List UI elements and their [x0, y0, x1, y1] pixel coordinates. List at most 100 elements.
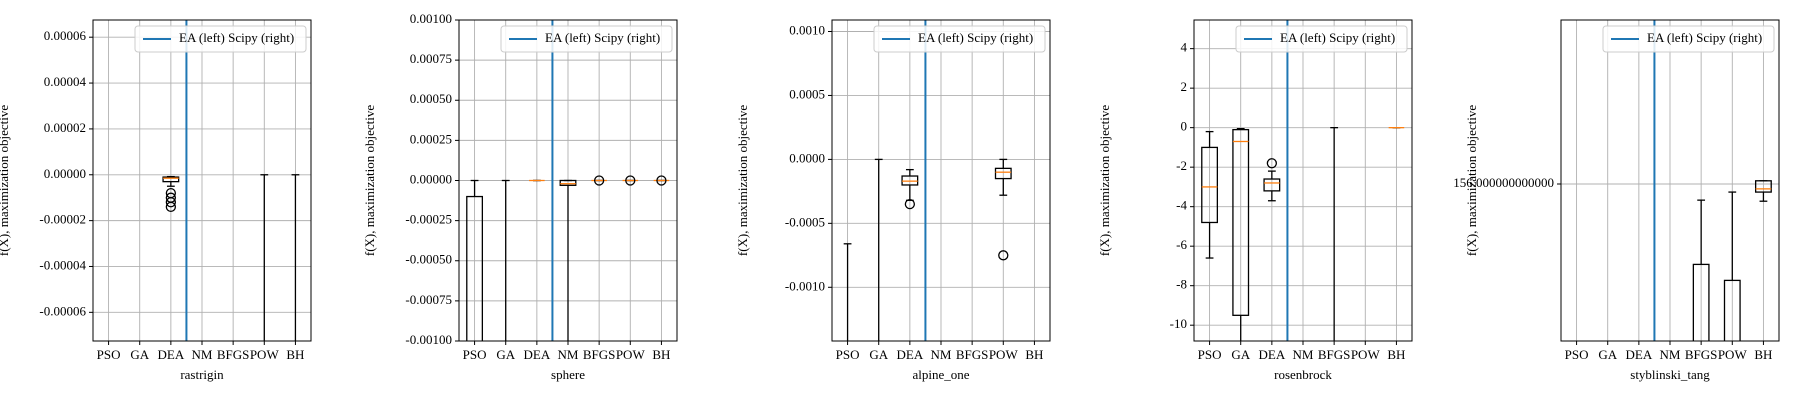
legend: EA (left) Scipy (right) [1235, 25, 1408, 53]
y-axis-label: f(X), maximization objective [1464, 105, 1479, 256]
x-tick-label: BH [1387, 347, 1405, 362]
x-tick-label: POW [1718, 347, 1748, 362]
x-tick-label: GA [496, 347, 515, 362]
x-tick-label: BH [652, 347, 670, 362]
legend-box [1602, 25, 1775, 53]
box [1232, 128, 1250, 316]
y-tick-label: 0.00025 [410, 131, 452, 146]
box [559, 179, 577, 186]
legend-label: EA (left) Scipy (right) [1280, 30, 1395, 45]
axes-frame [831, 19, 1051, 342]
outlier [165, 197, 177, 208]
x-tick-label: PSO [836, 347, 860, 362]
axes-frame [458, 19, 678, 342]
y-tick-label: 0.0000 [789, 150, 825, 165]
y-tick-label: -0.00075 [405, 292, 452, 307]
x-tick-label: NM [1293, 347, 1314, 362]
legend: EA (left) Scipy (right) [873, 25, 1046, 53]
y-tick-label: 0.00000 [44, 166, 86, 181]
x-tick-label: BH [286, 347, 304, 362]
x-tick-label: NM [931, 347, 952, 362]
y-axis-label: f(X), maximization objective [0, 105, 11, 256]
x-axis-label: styblinski_tang [1630, 367, 1710, 382]
x-tick-label: DEA [523, 347, 550, 362]
y-tick-label: -0.0005 [785, 214, 825, 229]
y-tick-label: -0.00050 [405, 252, 452, 267]
subplot: 156.000000000000 PSO GA DEA NM BFGS POW BH stybl… [1453, 19, 1780, 382]
x-tick-label: GA [1231, 347, 1250, 362]
x-tick-label: GA [130, 347, 149, 362]
subplot: -0.00100 -0.00075 -0.00050 -0.00025 0.00000 0… [362, 11, 678, 382]
x-tick-label: BFGS [583, 347, 616, 362]
x-tick-label: BH [1025, 347, 1043, 362]
legend-box [134, 25, 307, 53]
legend-label: EA (left) Scipy (right) [1647, 30, 1762, 45]
box [1754, 180, 1772, 193]
x-axis-label: rastrigin [180, 367, 224, 382]
x-tick-label: PSO [1198, 347, 1222, 362]
legend: EA (left) Scipy (right) [1602, 25, 1775, 53]
y-tick-label: 156.000000000000 [1453, 175, 1554, 190]
y-tick-label: 0.00075 [410, 51, 452, 66]
y-axis-label: f(X), maximization objective [362, 105, 377, 256]
x-tick-label: NM [1660, 347, 1681, 362]
legend-box [500, 25, 673, 53]
y-tick-label: -0.00025 [405, 212, 452, 227]
box [1723, 279, 1741, 341]
box [994, 167, 1012, 180]
x-tick-label: DEA [1258, 347, 1285, 362]
y-tick-label: 0.00006 [44, 28, 87, 43]
y-tick-label: -4 [1176, 198, 1187, 213]
x-tick-label: GA [869, 347, 888, 362]
x-tick-label: POW [250, 347, 280, 362]
x-tick-label: BFGS [1318, 347, 1351, 362]
x-tick-label: POW [989, 347, 1019, 362]
y-axis-label: f(X), maximization objective [1097, 105, 1112, 256]
legend: EA (left) Scipy (right) [134, 25, 307, 53]
y-tick-label: -0.00100 [405, 332, 452, 347]
axes-frame [92, 19, 312, 342]
y-tick-label: -0.00002 [39, 212, 86, 227]
y-tick-label: -8 [1176, 277, 1187, 292]
x-tick-label: DEA [1625, 347, 1652, 362]
y-tick-label: -2 [1176, 158, 1187, 173]
x-axis-label: rosenbrock [1274, 367, 1332, 382]
y-tick-label: 0.00000 [410, 171, 452, 186]
plot-area [1201, 127, 1405, 341]
legend-box [873, 25, 1046, 53]
x-tick-label: GA [1598, 347, 1617, 362]
legend-label: EA (left) Scipy (right) [179, 30, 294, 45]
subplot: -0.0010 -0.0005 0.0000 0.0005 0.0010 PSO GA DEA… [735, 19, 1051, 382]
legend-label: EA (left) Scipy (right) [545, 30, 660, 45]
outlier [656, 175, 667, 186]
x-tick-label: PSO [1565, 347, 1589, 362]
y-tick-label: -10 [1170, 316, 1187, 331]
y-tick-label: 0.0005 [789, 86, 825, 101]
subplot: -0.00006 -0.00004 -0.00002 0.00000 0.00002 0.… [0, 19, 312, 382]
y-tick-label: 2 [1181, 79, 1188, 94]
y-tick-label: -0.00006 [39, 303, 86, 318]
outlier [165, 201, 177, 213]
y-axis-label: f(X), maximization objective [735, 105, 750, 256]
plot-area [466, 175, 670, 341]
y-tick-label: 4 [1181, 40, 1188, 55]
x-tick-label: POW [616, 347, 646, 362]
y-tick-label: -6 [1176, 237, 1187, 252]
x-tick-label: BFGS [217, 347, 250, 362]
plot-area [843, 158, 1012, 341]
x-axis-label: sphere [551, 367, 585, 382]
x-tick-label: DEA [896, 347, 923, 362]
x-tick-label: DEA [157, 347, 184, 362]
axes-frame [1560, 19, 1780, 342]
y-tick-label: 0.00050 [410, 91, 452, 106]
box [1692, 263, 1710, 341]
y-tick-label: 0.00002 [44, 120, 86, 135]
x-tick-label: BFGS [1685, 347, 1718, 362]
box [162, 176, 180, 183]
x-tick-label: NM [558, 347, 579, 362]
y-tick-label: -0.00004 [39, 257, 86, 272]
x-tick-label: NM [192, 347, 213, 362]
x-tick-label: BFGS [956, 347, 989, 362]
x-tick-label: PSO [463, 347, 487, 362]
